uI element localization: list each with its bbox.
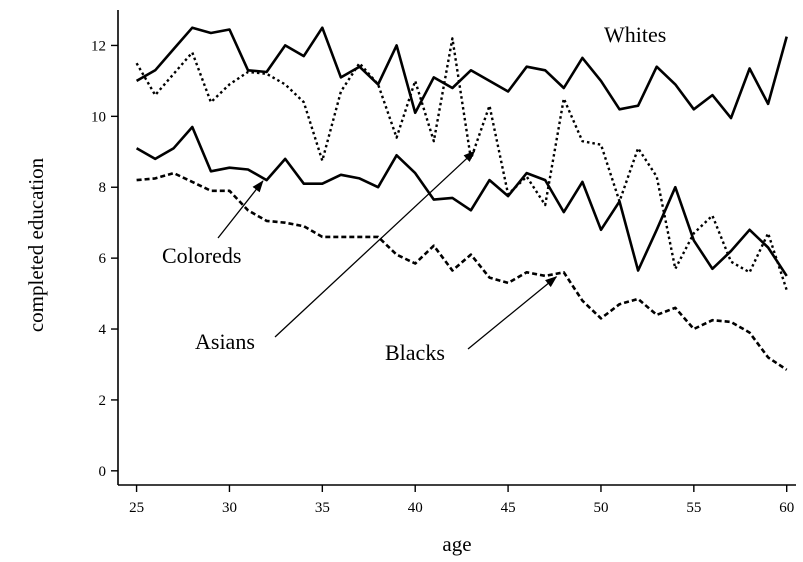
series-layer: [135, 26, 788, 371]
x-tick-label: 40: [408, 500, 423, 516]
x-tick-label: 55: [686, 500, 701, 516]
annotation-arrow-asians: [274, 150, 476, 338]
annotation-coloreds: Coloreds: [162, 243, 241, 268]
annotation-asians: Asians: [195, 329, 255, 354]
y-tick-label: 12: [91, 38, 106, 54]
y-tick-label: 2: [99, 393, 107, 409]
x-tick-label: 60: [779, 500, 794, 516]
y-axis-title: completed education: [24, 157, 48, 332]
x-tick-label: 25: [129, 500, 144, 516]
annotation-layer: Whites Coloreds Asians Blacks: [162, 22, 666, 365]
series-line-whites: [135, 26, 788, 120]
y-tick-label: 0: [99, 464, 107, 480]
series-line-asians: [135, 37, 788, 291]
x-tick-label: 30: [222, 500, 237, 516]
annotation-blacks: Blacks: [385, 340, 445, 365]
series-line-coloreds: [135, 125, 788, 277]
y-tick-label: 4: [99, 322, 107, 338]
x-axis-title: age: [442, 532, 471, 556]
series-line-blacks: [136, 171, 788, 371]
annotation-whites: Whites: [604, 22, 666, 47]
annotation-arrow-blacks: [467, 276, 558, 350]
axes: [117, 10, 796, 486]
y-tick-label: 10: [91, 109, 106, 125]
y-tick-label: 6: [99, 251, 107, 267]
x-tick-label: 50: [593, 500, 608, 516]
x-tick-label: 35: [315, 500, 330, 516]
y-ticks: 0 2 4 6 8 10 12: [91, 38, 118, 480]
x-tick-label: 45: [501, 500, 516, 516]
y-tick-label: 8: [99, 180, 107, 196]
x-ticks: 25 30 35 40 45 50 55 60: [129, 485, 794, 516]
annotation-arrow-coloreds: [217, 180, 264, 239]
